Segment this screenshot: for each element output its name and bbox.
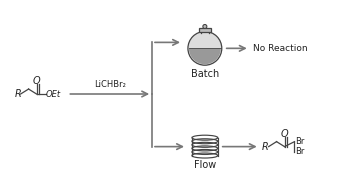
Text: R: R — [261, 142, 268, 152]
Text: Batch: Batch — [191, 69, 219, 79]
Circle shape — [203, 25, 207, 29]
Text: Br: Br — [296, 137, 305, 146]
Text: R: R — [14, 89, 21, 99]
Text: O: O — [33, 76, 40, 86]
Text: LiCHBr₂: LiCHBr₂ — [94, 80, 126, 89]
Text: Flow: Flow — [194, 160, 216, 170]
Text: OEt: OEt — [45, 90, 61, 98]
Text: O: O — [281, 129, 288, 139]
Circle shape — [188, 31, 222, 65]
FancyBboxPatch shape — [199, 29, 211, 33]
Text: No Reaction: No Reaction — [253, 44, 307, 53]
Wedge shape — [189, 48, 221, 64]
Text: Br: Br — [296, 147, 305, 156]
